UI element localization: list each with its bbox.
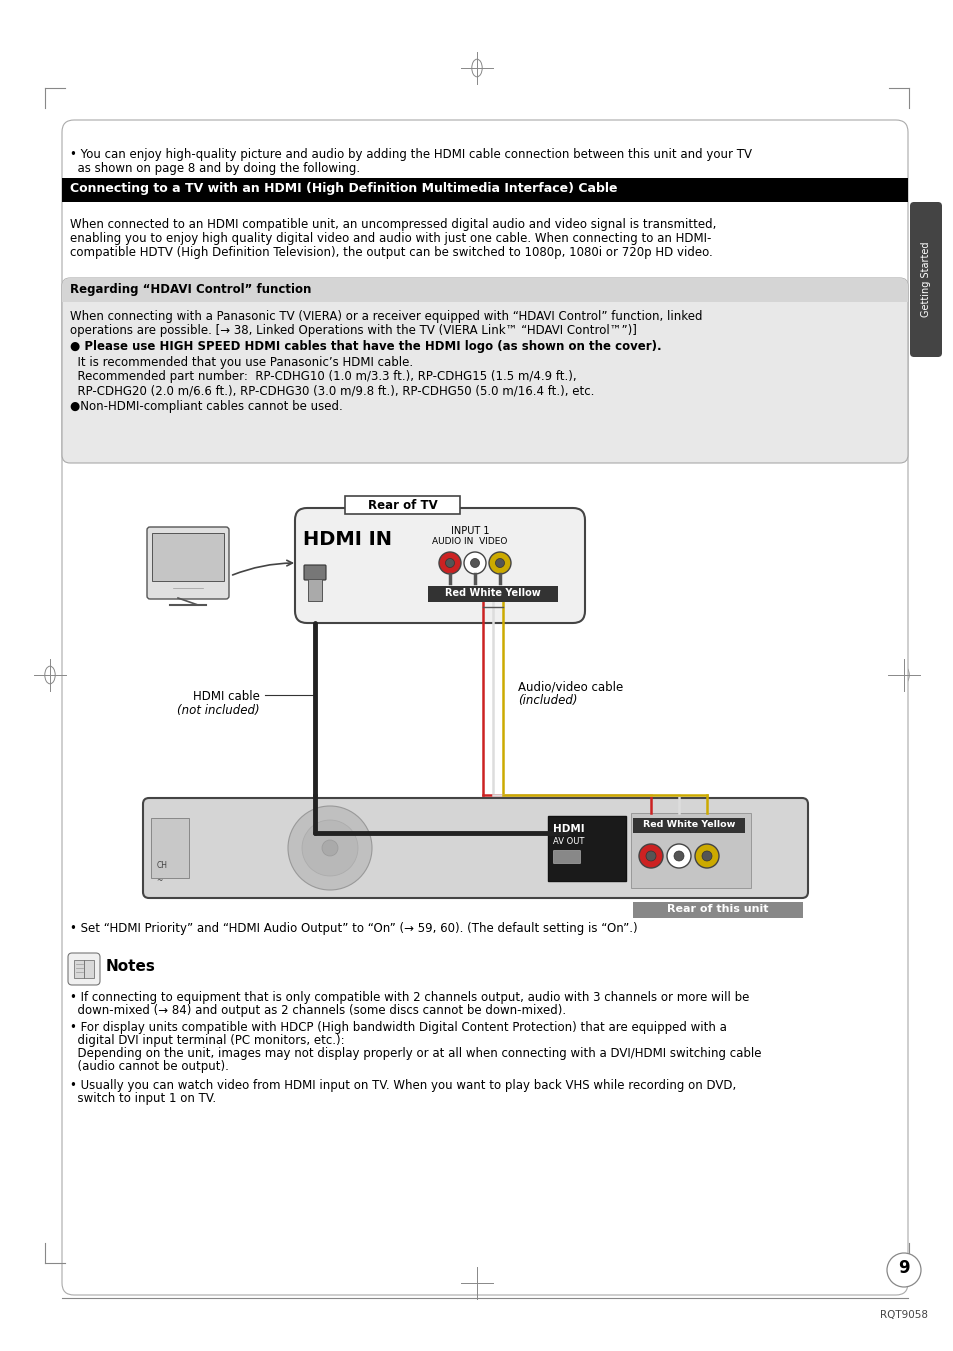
FancyBboxPatch shape [345, 496, 459, 513]
Text: Getting Started: Getting Started [920, 242, 930, 317]
Text: Rear of TV: Rear of TV [367, 499, 436, 512]
Text: HDMI: HDMI [553, 824, 584, 834]
Circle shape [322, 840, 337, 857]
Text: down-mixed (→ 84) and output as 2 channels (some discs cannot be down-mixed).: down-mixed (→ 84) and output as 2 channe… [70, 1004, 565, 1017]
FancyBboxPatch shape [304, 565, 326, 580]
FancyBboxPatch shape [147, 527, 229, 598]
Circle shape [489, 553, 511, 574]
Circle shape [886, 1252, 920, 1288]
Text: (not included): (not included) [177, 704, 260, 717]
Bar [152, 534, 224, 581]
Text: AUDIO IN  VIDEO: AUDIO IN VIDEO [432, 536, 507, 546]
Text: It is recommended that you use Panasonic’s HDMI cable.: It is recommended that you use Panasonic… [70, 357, 413, 369]
Text: • If connecting to equipment that is only compatible with 2 channels output, aud: • If connecting to equipment that is onl… [70, 992, 749, 1004]
Text: Audio/video cable: Audio/video cable [517, 680, 622, 693]
Text: as shown on page 8 and by doing the following.: as shown on page 8 and by doing the foll… [70, 162, 359, 176]
Text: ● Please use HIGH SPEED HDMI cables that have the HDMI logo (as shown on the cov: ● Please use HIGH SPEED HDMI cables that… [70, 340, 661, 353]
Text: Connecting to a TV with an HDMI (High Definition Multimedia Interface) Cable: Connecting to a TV with an HDMI (High De… [70, 182, 617, 195]
Circle shape [438, 553, 460, 574]
Text: Regarding “HDAVI Control” function: Regarding “HDAVI Control” function [70, 282, 311, 296]
Text: CH: CH [157, 861, 168, 870]
Circle shape [445, 558, 454, 567]
Text: Rear of this unit: Rear of this unit [666, 904, 768, 915]
Text: RQT9058: RQT9058 [879, 1310, 927, 1320]
Circle shape [701, 851, 711, 861]
Text: operations are possible. [→ 38, Linked Operations with the TV (VIERA Link™ “HDAV: operations are possible. [→ 38, Linked O… [70, 324, 637, 336]
Bar [633, 817, 744, 834]
Text: Red White Yellow: Red White Yellow [642, 820, 735, 830]
Text: Depending on the unit, images may not display properly or at all when connecting: Depending on the unit, images may not di… [70, 1047, 760, 1061]
Circle shape [463, 553, 485, 574]
Text: AV OUT: AV OUT [553, 838, 584, 846]
Text: HDMI IN: HDMI IN [303, 530, 392, 549]
Text: • For display units compatible with HDCP (High bandwidth Digital Content Protect: • For display units compatible with HDCP… [70, 1021, 726, 1034]
Text: • Usually you can watch video from HDMI input on TV. When you want to play back : • Usually you can watch video from HDMI … [70, 1079, 736, 1092]
Text: (audio cannot be output).: (audio cannot be output). [70, 1061, 229, 1073]
Circle shape [695, 844, 719, 867]
FancyBboxPatch shape [294, 508, 584, 623]
Circle shape [666, 844, 690, 867]
Bar [74, 961, 94, 978]
FancyBboxPatch shape [909, 203, 941, 357]
Text: digital DVI input terminal (PC monitors, etc.):: digital DVI input terminal (PC monitors,… [70, 1034, 344, 1047]
Bar [308, 580, 322, 601]
Bar [151, 817, 189, 878]
Text: Notes: Notes [106, 959, 155, 974]
Circle shape [302, 820, 357, 875]
Text: • Set “HDMI Priority” and “HDMI Audio Output” to “On” (→ 59, 60). (The default s: • Set “HDMI Priority” and “HDMI Audio Ou… [70, 921, 637, 935]
FancyBboxPatch shape [143, 798, 807, 898]
Text: When connected to an HDMI compatible unit, an uncompressed digital audio and vid: When connected to an HDMI compatible uni… [70, 218, 716, 231]
Circle shape [645, 851, 656, 861]
FancyBboxPatch shape [68, 952, 100, 985]
Text: • You can enjoy high-quality picture and audio by adding the HDMI cable connecti: • You can enjoy high-quality picture and… [70, 149, 751, 161]
FancyBboxPatch shape [62, 278, 907, 303]
FancyBboxPatch shape [553, 851, 579, 863]
FancyBboxPatch shape [62, 278, 907, 463]
Text: compatible HDTV (High Definition Television), the output can be switched to 1080: compatible HDTV (High Definition Televis… [70, 246, 712, 259]
Circle shape [673, 851, 683, 861]
Text: Recommended part number:  RP-CDHG10 (1.0 m/3.3 ft.), RP-CDHG15 (1.5 m/4.9 ft.),: Recommended part number: RP-CDHG10 (1.0 … [70, 370, 576, 382]
Circle shape [495, 558, 504, 567]
Text: Red White Yellow: Red White Yellow [445, 588, 540, 598]
Bar [62, 290, 907, 303]
Text: ~: ~ [157, 875, 166, 885]
Text: INPUT 1: INPUT 1 [450, 526, 489, 536]
Bar [630, 813, 750, 888]
Bar [547, 816, 625, 881]
FancyBboxPatch shape [62, 120, 907, 1296]
Bar [633, 902, 802, 917]
Bar [62, 178, 907, 203]
Circle shape [288, 807, 372, 890]
Text: switch to input 1 on TV.: switch to input 1 on TV. [70, 1092, 216, 1105]
Text: 9: 9 [897, 1259, 909, 1277]
Text: When connecting with a Panasonic TV (VIERA) or a receiver equipped with “HDAVI C: When connecting with a Panasonic TV (VIE… [70, 309, 701, 323]
Text: HDMI cable: HDMI cable [193, 690, 260, 703]
Text: RP-CDHG20 (2.0 m/6.6 ft.), RP-CDHG30 (3.0 m/9.8 ft.), RP-CDHG50 (5.0 m/16.4 ft.): RP-CDHG20 (2.0 m/6.6 ft.), RP-CDHG30 (3.… [70, 384, 594, 397]
Circle shape [639, 844, 662, 867]
Text: ●Non-HDMI-compliant cables cannot be used.: ●Non-HDMI-compliant cables cannot be use… [70, 400, 342, 413]
Circle shape [470, 558, 479, 567]
Text: enabling you to enjoy high quality digital video and audio with just one cable. : enabling you to enjoy high quality digit… [70, 232, 711, 245]
Text: (included): (included) [517, 694, 577, 707]
Bar [428, 586, 558, 603]
